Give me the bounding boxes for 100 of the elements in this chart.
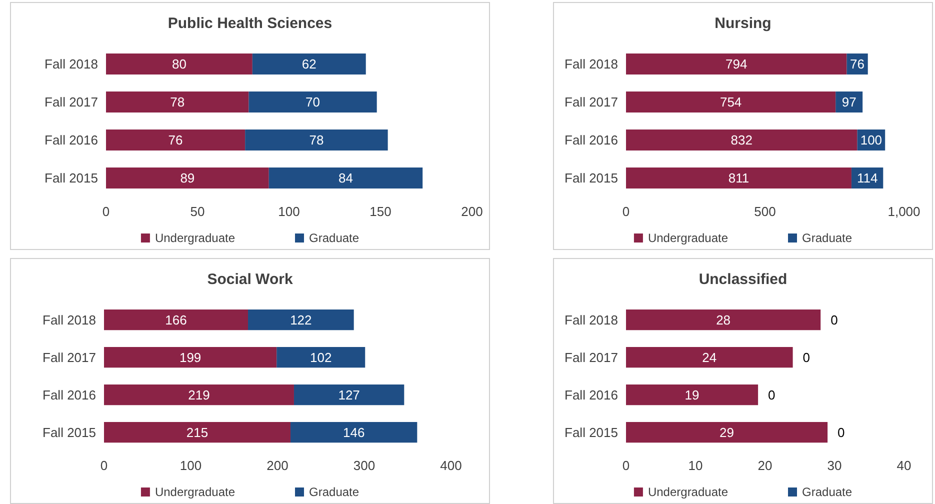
x-tick-label: 300 [353,458,376,473]
legend-label: Graduate [802,231,852,245]
data-label: 19 [684,387,700,402]
bar [252,54,366,74]
data-label: 122 [290,312,312,328]
bar [626,309,821,330]
data-label: 832 [730,132,752,148]
x-tick-label: 10 [688,458,703,473]
bar [294,384,404,406]
y-tick-label: Fall 2018 [564,56,618,72]
bar [276,346,366,368]
y-tick-label: Fall 2015 [564,170,618,186]
bar [626,168,852,188]
x-tick-label: 500 [754,204,776,219]
data-label: 199 [179,350,202,365]
data-label: 0 [830,312,838,328]
bar [106,92,249,112]
bar [290,422,418,443]
x-tick-label: 100 [278,204,300,219]
data-label: 0 [768,387,776,402]
data-label: 24 [702,350,717,365]
data-label: 794 [726,56,748,72]
bar [626,422,828,443]
bar [626,54,847,74]
data-label: 89 [180,170,195,186]
y-tick-label: Fall 2018 [42,312,96,328]
y-tick-label: Fall 2015 [42,424,96,440]
bar [248,309,354,330]
x-tick-label: 400 [440,458,462,473]
data-label: 29 [720,424,734,440]
bar [268,168,423,188]
legend-label: Undergraduate [154,485,236,499]
bar [106,54,252,74]
x-tick-label: 200 [461,204,483,219]
bar [245,130,388,150]
bar [248,92,377,112]
legend-label: Graduate [802,485,852,499]
chart-title: Nursing [714,15,772,32]
bar [626,346,793,368]
x-tick-label: 0 [102,204,110,219]
x-tick-label: 1,000 [888,204,920,219]
y-tick-label: Fall 2018 [44,56,98,72]
bar [626,130,858,150]
x-tick-label: 200 [266,458,288,473]
bar [104,309,248,330]
y-tick-label: Fall 2018 [564,312,618,328]
bar [836,92,863,112]
legend-label: Graduate [309,231,360,245]
x-tick-label: 20 [758,458,772,473]
data-label: 70 [306,94,320,110]
data-label: 114 [856,170,878,186]
data-label: 97 [842,94,856,110]
y-tick-label: Fall 2016 [42,387,96,402]
bar [104,384,294,406]
y-tick-label: Fall 2017 [564,94,618,110]
data-label: 0 [838,424,845,440]
y-tick-label: Fall 2015 [44,170,98,186]
data-label: 84 [338,170,353,186]
x-tick-label: 0 [622,458,630,473]
bar [104,346,277,368]
x-tick-label: 0 [622,204,630,219]
data-label: 0 [802,350,810,365]
data-label: 100 [860,132,882,148]
bar [106,168,269,188]
legend-label: Graduate [309,485,360,499]
data-label: 754 [720,94,742,110]
chart-title: Public Health Sciences [168,15,332,32]
data-label: 78 [309,132,324,148]
y-tick-label: Fall 2016 [564,387,618,402]
data-label: 80 [172,56,186,72]
data-label: 166 [165,312,187,328]
y-tick-label: Fall 2016 [564,132,618,148]
x-tick-label: 150 [370,204,392,219]
x-tick-label: 100 [180,458,202,473]
x-tick-label: 50 [190,204,205,219]
chart-title: Unclassified [698,271,788,288]
data-label: 146 [342,424,365,440]
bar [104,422,291,443]
x-tick-label: 0 [100,458,108,473]
legend-label: Undergraduate [648,231,728,245]
bar [106,130,246,150]
data-label: 219 [188,387,210,402]
chart-title: Social Work [207,271,294,288]
data-label: 102 [310,350,332,365]
data-label: 28 [716,312,731,328]
bar [626,384,758,406]
data-label: 78 [170,94,185,110]
bar [626,92,836,112]
legend-label: Undergraduate [154,231,236,245]
x-tick-label: 40 [896,458,912,473]
data-label: 127 [338,387,360,402]
legend-label: Undergraduate [648,485,728,499]
y-tick-label: Fall 2017 [42,350,96,365]
data-label: 62 [302,56,316,72]
y-tick-label: Fall 2017 [44,94,98,110]
data-label: 76 [168,132,183,148]
y-tick-label: Fall 2015 [564,424,618,440]
y-tick-label: Fall 2017 [564,350,618,365]
y-tick-label: Fall 2016 [44,132,98,148]
data-label: 811 [728,170,750,186]
